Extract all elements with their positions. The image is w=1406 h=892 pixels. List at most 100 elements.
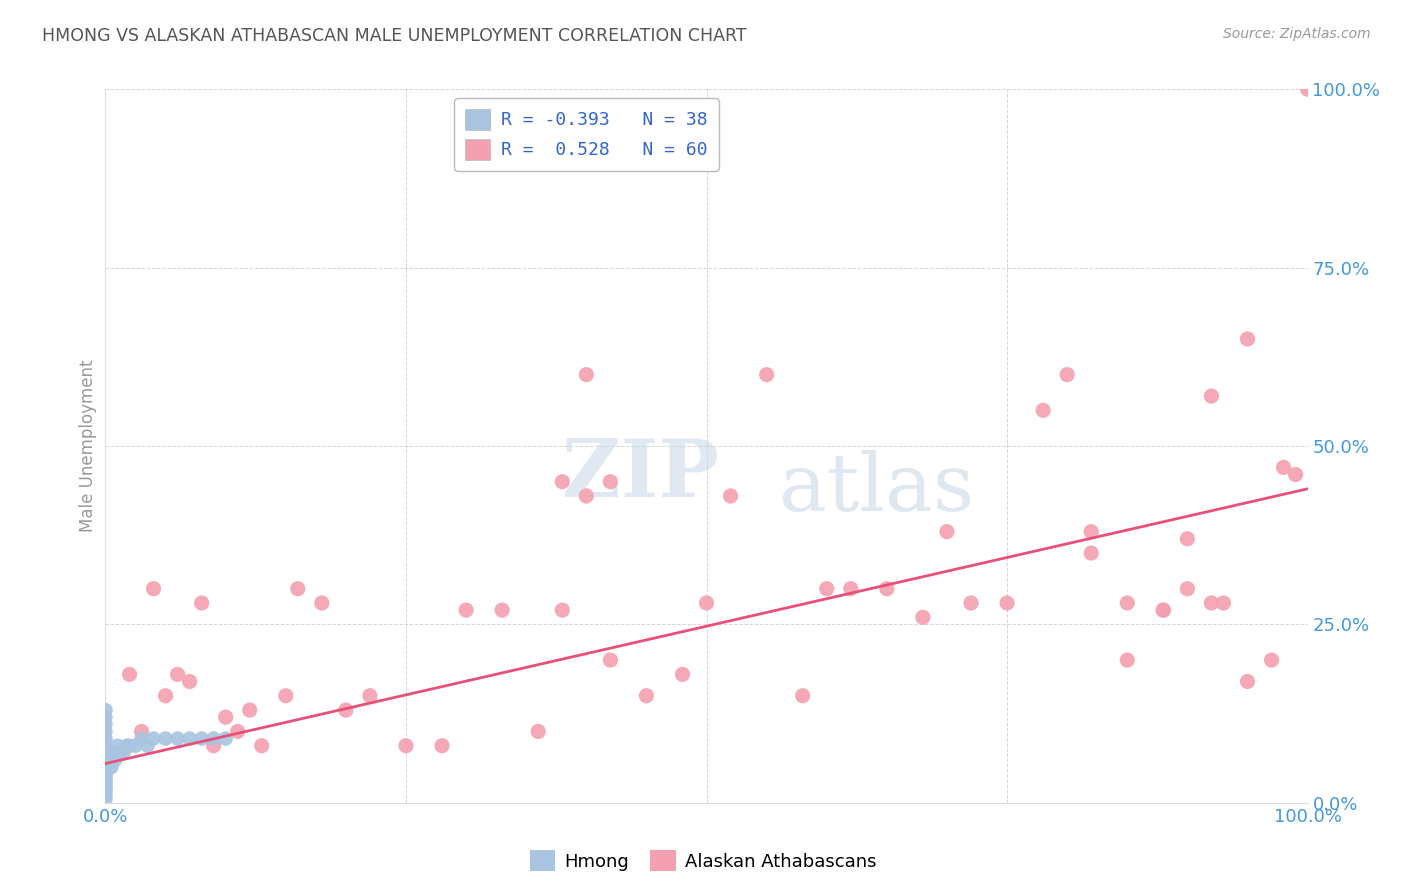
Point (94, 731, 117, 746)
Point (94, 771, 117, 785)
Point (94, 717, 117, 731)
Point (274, 689, 297, 703)
Point (94, 781, 117, 796)
Point (226, 724, 249, 739)
Point (575, 368, 598, 382)
Point (1175, 582, 1198, 596)
Point (124, 739, 146, 753)
Point (454, 603, 477, 617)
Point (94, 789, 117, 803)
Point (720, 489, 742, 503)
Point (491, 603, 513, 617)
Legend: R = -0.393   N = 38, R =  0.528   N = 60: R = -0.393 N = 38, R = 0.528 N = 60 (454, 98, 718, 170)
Point (876, 582, 898, 596)
Point (94, 760, 117, 774)
Point (671, 667, 693, 681)
Point (94, 785, 117, 799)
Point (551, 603, 574, 617)
Point (94, 792, 117, 806)
Point (214, 710, 236, 724)
Point (599, 475, 621, 489)
Point (94, 781, 117, 796)
Point (202, 731, 225, 746)
Point (311, 596, 333, 610)
Point (1272, 460, 1295, 475)
Point (100, 760, 122, 774)
Point (166, 731, 188, 746)
Point (94, 739, 117, 753)
Point (1080, 546, 1102, 560)
Point (108, 746, 131, 760)
Point (359, 689, 381, 703)
Point (815, 582, 838, 596)
Point (755, 368, 778, 382)
Point (1201, 389, 1223, 403)
Point (142, 582, 165, 596)
Point (395, 739, 418, 753)
Legend: Hmong, Alaskan Athabascans: Hmong, Alaskan Athabascans (523, 843, 883, 879)
Point (250, 739, 273, 753)
Point (202, 739, 225, 753)
Point (112, 746, 135, 760)
Point (1116, 596, 1139, 610)
Text: atlas: atlas (779, 450, 974, 528)
Point (599, 653, 621, 667)
Point (1032, 403, 1054, 417)
Point (1284, 467, 1306, 482)
Point (107, 739, 129, 753)
Point (1056, 368, 1078, 382)
Point (118, 739, 141, 753)
Point (115, 739, 138, 753)
Text: ZIP: ZIP (562, 435, 720, 514)
Point (179, 674, 201, 689)
Point (839, 582, 862, 596)
Point (136, 739, 159, 753)
Text: Source: ZipAtlas.com: Source: ZipAtlas.com (1223, 27, 1371, 41)
Point (1201, 596, 1223, 610)
Point (190, 596, 212, 610)
Point (214, 731, 236, 746)
Point (1080, 524, 1102, 539)
Point (575, 489, 598, 503)
Point (1236, 332, 1258, 346)
Point (94, 710, 117, 724)
Point (100, 746, 122, 760)
Point (142, 731, 165, 746)
Point (551, 475, 574, 489)
Point (94, 703, 117, 717)
Point (430, 739, 453, 753)
Point (239, 703, 262, 717)
Point (1236, 674, 1258, 689)
Y-axis label: Male Unemployment: Male Unemployment (79, 359, 97, 533)
Point (1175, 532, 1198, 546)
Point (335, 703, 357, 717)
Point (287, 582, 309, 596)
Point (131, 724, 153, 739)
Point (94, 767, 117, 781)
Point (1152, 603, 1174, 617)
Point (166, 667, 188, 681)
Point (94, 746, 117, 760)
Point (104, 753, 127, 767)
Point (792, 689, 814, 703)
Point (527, 724, 550, 739)
Point (960, 596, 983, 610)
Point (936, 524, 959, 539)
Point (118, 667, 141, 681)
Point (911, 610, 934, 624)
Point (94, 778, 117, 792)
Point (190, 731, 212, 746)
Point (131, 731, 153, 746)
Point (1116, 653, 1139, 667)
Point (94, 724, 117, 739)
Point (94, 774, 117, 789)
Point (94, 753, 117, 767)
Point (1260, 653, 1282, 667)
Point (1152, 603, 1174, 617)
Text: HMONG VS ALASKAN ATHABASCAN MALE UNEMPLOYMENT CORRELATION CHART: HMONG VS ALASKAN ATHABASCAN MALE UNEMPLO… (42, 27, 747, 45)
Point (94, 767, 117, 781)
Point (155, 731, 177, 746)
Point (696, 596, 718, 610)
Point (155, 689, 177, 703)
Point (636, 689, 658, 703)
